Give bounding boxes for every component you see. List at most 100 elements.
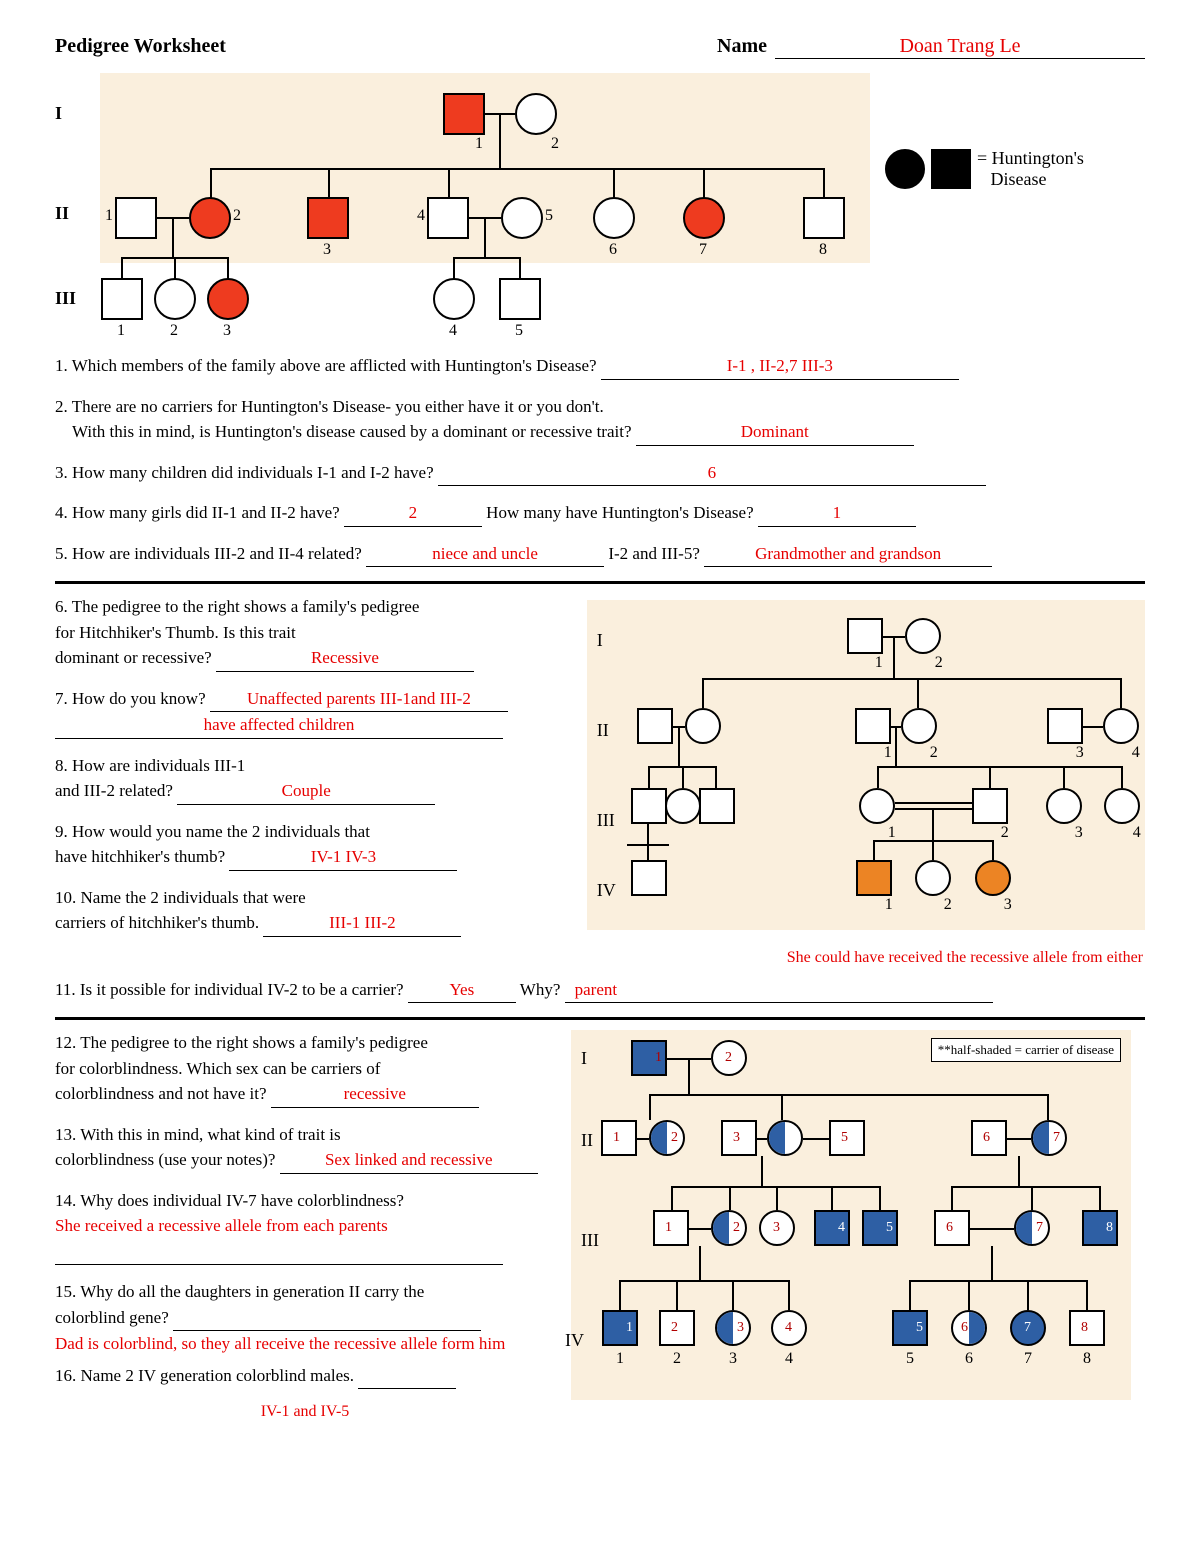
q13l2: colorblindness (use your notes)?: [55, 1150, 275, 1169]
ln: [1018, 1156, 1020, 1186]
worksheet-title: Pedigree Worksheet: [55, 35, 226, 58]
q14: 14. Why does individual IV-7 have colorb…: [55, 1188, 555, 1266]
p1-II-8: [803, 197, 845, 239]
gen-label-I: I: [55, 103, 62, 124]
section-2: 6. The pedigree to the right shows a fam…: [55, 594, 1145, 951]
l: 6: [946, 1220, 953, 1236]
q4-text: 4. How many girls did II-1 and II-2 have…: [55, 503, 340, 522]
q3-text: 3. How many children did individuals I-1…: [55, 463, 434, 482]
p1-III-1: [101, 278, 143, 320]
q11-ans: Yes: [449, 980, 474, 999]
l: 1: [665, 1220, 672, 1236]
ln: [715, 766, 717, 788]
l: 3: [1076, 744, 1084, 762]
p3-II-2: [649, 1120, 685, 1156]
q13-ans: Sex linked and recessive: [325, 1150, 493, 1169]
p3-IV-6: [951, 1310, 987, 1346]
page: Pedigree Worksheet Name Doan Trang Le I …: [0, 0, 1200, 1553]
line: [703, 168, 705, 198]
ln: [1027, 1280, 1029, 1310]
gen-label-II: II: [55, 203, 69, 224]
ln: [1121, 766, 1123, 788]
p1-II-7: [683, 197, 725, 239]
q5-text: 5. How are individuals III-2 and II-4 re…: [55, 544, 362, 563]
q10-ans: III-1 III-2: [329, 913, 396, 932]
q5: 5. How are individuals III-2 and II-4 re…: [55, 541, 1145, 568]
line: [448, 168, 450, 198]
l: 4: [785, 1350, 793, 1368]
line: [613, 168, 615, 198]
p3-II-4: [767, 1120, 803, 1156]
p3-III: III: [581, 1230, 599, 1251]
q4-ans: 2: [409, 503, 418, 522]
q15l1: 15. Why do all the daughters in generati…: [55, 1282, 424, 1301]
p2-II-2: [901, 708, 937, 744]
q9l2: have hitchhiker's thumb?: [55, 847, 225, 866]
q2b: With this in mind, is Huntington's disea…: [72, 422, 632, 441]
line: [484, 217, 486, 257]
p1-III-2: [154, 278, 196, 320]
q9: 9. How would you name the 2 individuals …: [55, 819, 571, 871]
ln: [649, 1094, 1049, 1096]
ln: [877, 766, 879, 788]
p2-IV-3: [975, 860, 1011, 896]
l: 5: [916, 1320, 923, 1336]
divider-2: [55, 1017, 1145, 1020]
ln: [619, 1280, 621, 1310]
line: [499, 113, 501, 168]
q5-ans: niece and uncle: [432, 544, 538, 563]
ln: [757, 1138, 767, 1140]
l: 8: [1081, 1320, 1088, 1336]
p2-III: III: [597, 810, 615, 831]
p3-I: I: [581, 1048, 587, 1069]
pedigree-2: I II III IV 1 2 1: [587, 600, 1145, 930]
p1-II-6: [593, 197, 635, 239]
l: 2: [944, 896, 952, 914]
ln: [932, 808, 934, 840]
l: 3: [323, 241, 331, 259]
q12l1: 12. The pedigree to the right shows a fa…: [55, 1033, 428, 1052]
l: 4: [785, 1320, 792, 1336]
pedigree-1: I II III = Huntington's Disease 1 2 1 2: [55, 73, 1145, 343]
ln: [909, 1280, 911, 1310]
p3-II-7: [1031, 1120, 1067, 1156]
ln: [917, 678, 919, 708]
ln: [968, 1280, 970, 1310]
q5-text2: I-2 and III-5?: [608, 544, 700, 563]
q6l1: 6. The pedigree to the right shows a fam…: [55, 597, 419, 616]
q11-text: 11. Is it possible for individual IV-2 t…: [55, 980, 404, 999]
p2-II-2l: [685, 708, 721, 744]
ln: [732, 1280, 734, 1310]
p2-III-3: [1046, 788, 1082, 824]
ln: [831, 1186, 833, 1210]
l: 2: [935, 654, 943, 672]
q6l2: for Hitchhiker's Thumb. Is this trait: [55, 623, 296, 642]
ln: [1007, 1138, 1031, 1140]
l: 2: [233, 207, 241, 225]
ln: [647, 844, 649, 860]
ln: [951, 1186, 953, 1210]
l: 5: [906, 1350, 914, 1368]
q13: 13. With this in mind, what kind of trai…: [55, 1122, 555, 1174]
q3-ans: 6: [708, 463, 717, 482]
legend: = Huntington's Disease: [885, 148, 1084, 189]
q2a: 2. There are no carriers for Huntington'…: [55, 397, 604, 416]
l: 5: [515, 322, 523, 340]
l: 1: [105, 207, 113, 225]
p1-II-2: [189, 197, 231, 239]
q11-text2: Why?: [520, 980, 561, 999]
q4-ans2: 1: [833, 503, 842, 522]
q10: 10. Name the 2 individuals that were car…: [55, 885, 571, 937]
ln: [781, 1094, 783, 1120]
l: 1: [655, 1050, 662, 1066]
ln: [1063, 766, 1065, 788]
l: 2: [671, 1130, 678, 1146]
l: 3: [1075, 824, 1083, 842]
q7-ans2: have affected children: [204, 715, 355, 734]
ln: [895, 726, 897, 766]
ln: [647, 824, 649, 844]
section-3: 12. The pedigree to the right shows a fa…: [55, 1030, 1145, 1421]
ln: [991, 1246, 993, 1280]
l: 1: [885, 896, 893, 914]
l: 2: [930, 744, 938, 762]
